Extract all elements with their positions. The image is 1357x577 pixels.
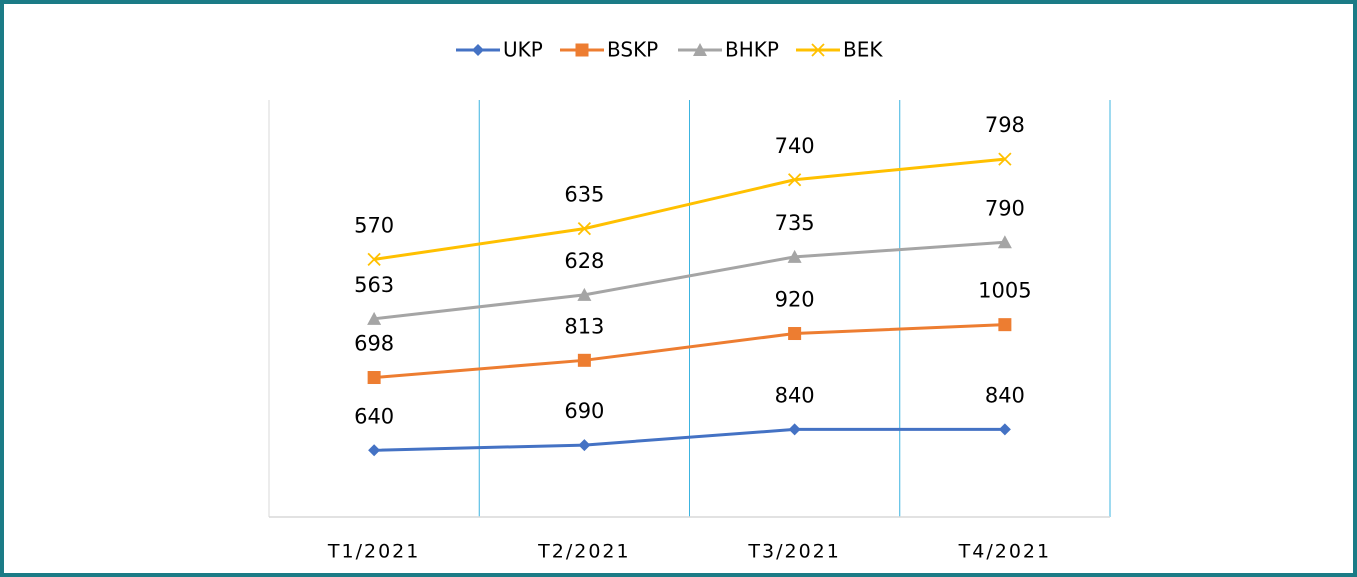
marker	[998, 152, 1012, 166]
legend-label: UKP	[503, 38, 543, 62]
data-label: 790	[985, 196, 1025, 220]
data-label: 635	[564, 183, 604, 207]
data-label: 690	[564, 399, 604, 423]
marker	[787, 173, 802, 187]
series-line	[374, 323, 1005, 380]
data-label: 563	[354, 273, 394, 297]
series-line	[373, 240, 1005, 321]
legend-label: BSKP	[607, 38, 658, 62]
marker	[577, 287, 592, 301]
data-label: 1005	[978, 279, 1031, 303]
data-label: 570	[354, 213, 394, 237]
x-tick-label: T1/2021	[327, 541, 420, 563]
marker	[578, 439, 591, 452]
marker	[788, 423, 801, 436]
marker	[367, 311, 382, 325]
legend-item: UKP	[456, 38, 543, 62]
data-label: 740	[775, 134, 815, 158]
x-tick-label: T2/2021	[537, 541, 630, 563]
legend-label: BEK	[843, 38, 883, 62]
series-line	[373, 157, 1006, 261]
marker	[472, 44, 484, 56]
marker	[368, 444, 381, 457]
marker	[998, 423, 1011, 436]
data-label: 840	[985, 383, 1025, 407]
marker	[577, 353, 591, 367]
x-tick-label: T3/2021	[747, 541, 840, 563]
data-label: 840	[775, 383, 815, 407]
data-label: 628	[564, 249, 604, 273]
data-label: 813	[564, 314, 604, 338]
legend-item: BEK	[796, 38, 883, 62]
marker	[367, 371, 381, 385]
x-tick-label: T4/2021	[958, 541, 1051, 563]
legend-label: BHKP	[725, 38, 779, 62]
marker	[788, 327, 802, 341]
marker	[577, 222, 592, 236]
marker	[997, 235, 1012, 249]
data-label: 798	[985, 113, 1025, 137]
data-label: 920	[775, 288, 815, 312]
marker	[575, 43, 589, 57]
data-label: 698	[354, 332, 394, 356]
data-label: 735	[775, 211, 815, 235]
marker	[787, 249, 802, 263]
data-label: 640	[354, 404, 394, 428]
legend-item: BSKP	[560, 38, 658, 62]
marker	[693, 43, 707, 56]
marker	[811, 43, 825, 57]
marker	[367, 252, 381, 267]
legend-item: BHKP	[678, 38, 779, 62]
series-line	[374, 427, 1005, 452]
marker	[998, 318, 1012, 332]
